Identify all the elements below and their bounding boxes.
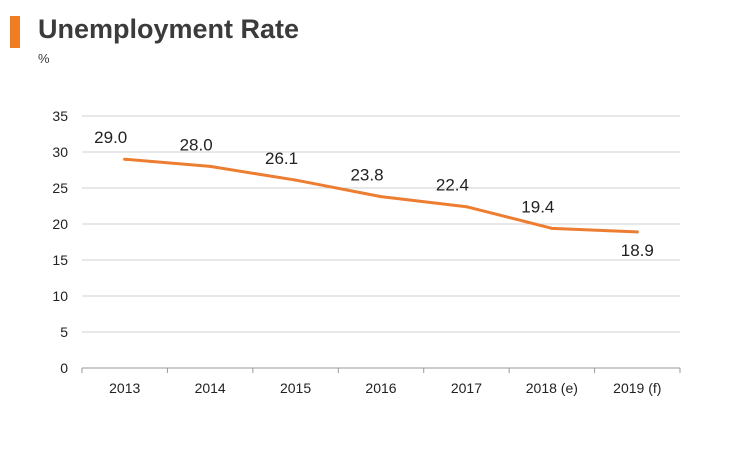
y-tick-label: 0	[60, 360, 68, 376]
data-label: 18.9	[621, 241, 654, 260]
data-label: 19.4	[521, 197, 554, 216]
gridlines	[82, 115, 680, 369]
y-tick-label: 5	[60, 324, 68, 340]
y-tick-label: 10	[52, 288, 68, 304]
data-label: 29.0	[94, 128, 127, 147]
x-axis: 2013 2014 2015 2016 2017 2018 (e) 2019 (f)	[81, 368, 681, 396]
data-point	[208, 164, 212, 168]
data-point	[635, 230, 639, 234]
x-tick-label: 2017	[451, 380, 482, 396]
x-tick-label: 2019 (f)	[613, 380, 661, 396]
data-point	[550, 226, 554, 230]
y-tick-label: 15	[52, 252, 68, 268]
x-tick-label: 2013	[109, 380, 140, 396]
data-label: 26.1	[265, 149, 298, 168]
series-line-group	[123, 157, 639, 234]
data-point	[294, 178, 298, 182]
data-label: 28.0	[180, 135, 213, 154]
chart-title: Unemployment Rate	[38, 14, 300, 44]
y-tick-label: 30	[52, 144, 68, 160]
title-accent-bar	[10, 16, 20, 48]
y-tick-label: 25	[52, 180, 68, 196]
x-tick-label: 2018 (e)	[526, 380, 578, 396]
x-tick-label: 2016	[365, 380, 396, 396]
x-tick-label: 2015	[280, 380, 311, 396]
data-point	[379, 195, 383, 199]
data-point	[123, 157, 127, 161]
y-tick-label: 35	[52, 108, 68, 124]
data-labels: 29.0 28.0 26.1 23.8 22.4 19.4 18.9	[94, 128, 654, 260]
data-label: 23.8	[350, 166, 383, 185]
data-point	[464, 205, 468, 209]
y-axis: 0 5 10 15 20 25 30 35	[52, 108, 68, 376]
unit-label: %	[38, 51, 50, 66]
data-label: 22.4	[436, 176, 469, 195]
y-tick-label: 20	[52, 216, 68, 232]
x-tick-label: 2014	[195, 380, 226, 396]
